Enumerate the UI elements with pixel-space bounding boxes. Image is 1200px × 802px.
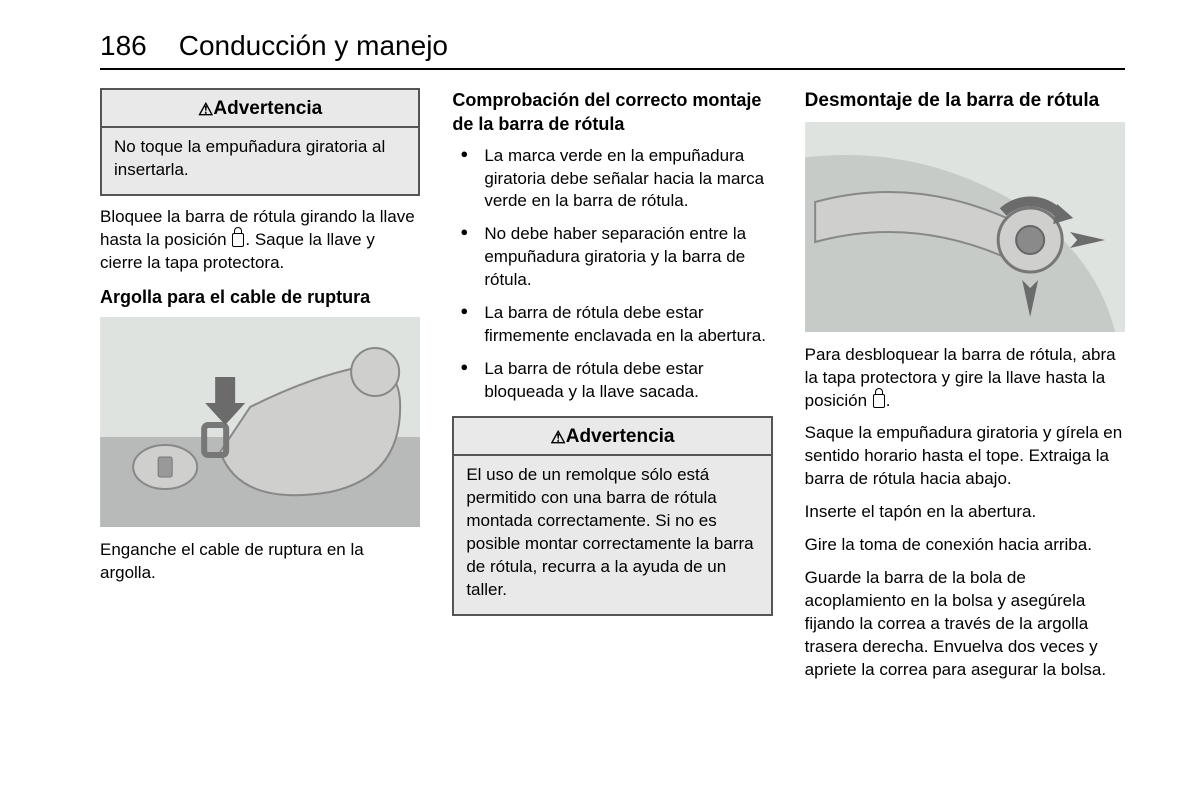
- towball-illustration-1: [100, 317, 420, 527]
- warning-body-1: No toque la empuñadura giratoria al inse…: [102, 128, 418, 194]
- warning-box-2: ⚠Advertencia El uso de un remolque sólo …: [452, 416, 772, 616]
- col3-head: Desmontaje de la barra de rótula: [805, 88, 1125, 114]
- page-number: 186: [100, 30, 147, 62]
- col3-para-2: Saque la empuñadura giratoria y gírela e…: [805, 422, 1125, 491]
- content-columns: ⚠Advertencia No toque la empuñadura gira…: [100, 88, 1125, 692]
- col2-subhead: Comprobación del correcto montaje de la …: [452, 88, 772, 137]
- chapter-title: Conducción y manejo: [179, 30, 448, 62]
- lock-closed-icon: [232, 233, 244, 247]
- column-2: Comprobación del correcto montaje de la …: [452, 88, 772, 692]
- page-header: 186 Conducción y manejo: [100, 30, 1125, 70]
- column-1: ⚠Advertencia No toque la empuñadura gira…: [100, 88, 420, 692]
- col3-para-1: Para desbloquear la barra de rótula, abr…: [805, 344, 1125, 413]
- col1-subhead: Argolla para el cable de ruptura: [100, 285, 420, 309]
- bullet-4: La barra de rótula debe estar bloqueada …: [452, 358, 772, 404]
- warning-box-1: ⚠Advertencia No toque la empuñadura gira…: [100, 88, 420, 196]
- bullet-1: La marca verde en la empuñadura giratori…: [452, 145, 772, 214]
- col2-bullet-list: La marca verde en la empuñadura giratori…: [452, 145, 772, 404]
- col1-para-1: Bloquee la barra de rótula girando la ll…: [100, 206, 420, 275]
- warning-title-2: Advertencia: [566, 426, 675, 447]
- warning-header-1: ⚠Advertencia: [102, 90, 418, 128]
- warning-body-2: El uso de un remolque sólo está permitid…: [454, 456, 770, 614]
- col3-para-3: Inserte el tapón en la abertura.: [805, 501, 1125, 524]
- col3-para-5: Guarde la barra de la bola de acoplamien…: [805, 567, 1125, 682]
- figure-removal: [805, 122, 1125, 332]
- warning-title-1: Advertencia: [213, 98, 322, 119]
- col1-caption: Enganche el cable de ruptura en la argol…: [100, 539, 420, 585]
- col3-p1a: Para desbloquear la barra de rótula, abr…: [805, 345, 1116, 410]
- warning-icon: ⚠: [198, 99, 213, 122]
- figure-breakaway-cable: [100, 317, 420, 527]
- towball-illustration-2: [805, 122, 1125, 332]
- bullet-2: No debe haber separación entre la empuña…: [452, 223, 772, 292]
- column-3: Desmontaje de la barra de rótula Para de…: [805, 88, 1125, 692]
- warning-icon: ⚠: [550, 427, 565, 450]
- warning-header-2: ⚠Advertencia: [454, 418, 770, 456]
- lock-open-icon: [873, 394, 885, 408]
- col3-p1b: .: [886, 391, 891, 410]
- col3-para-4: Gire la toma de conexión hacia arriba.: [805, 534, 1125, 557]
- bullet-3: La barra de rótula debe estar firmemente…: [452, 302, 772, 348]
